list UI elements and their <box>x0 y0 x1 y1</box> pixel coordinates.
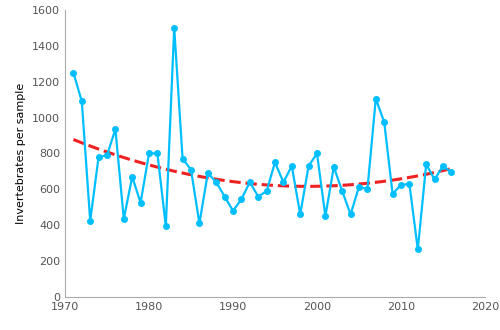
Y-axis label: Invertebrates per sample: Invertebrates per sample <box>16 83 26 224</box>
